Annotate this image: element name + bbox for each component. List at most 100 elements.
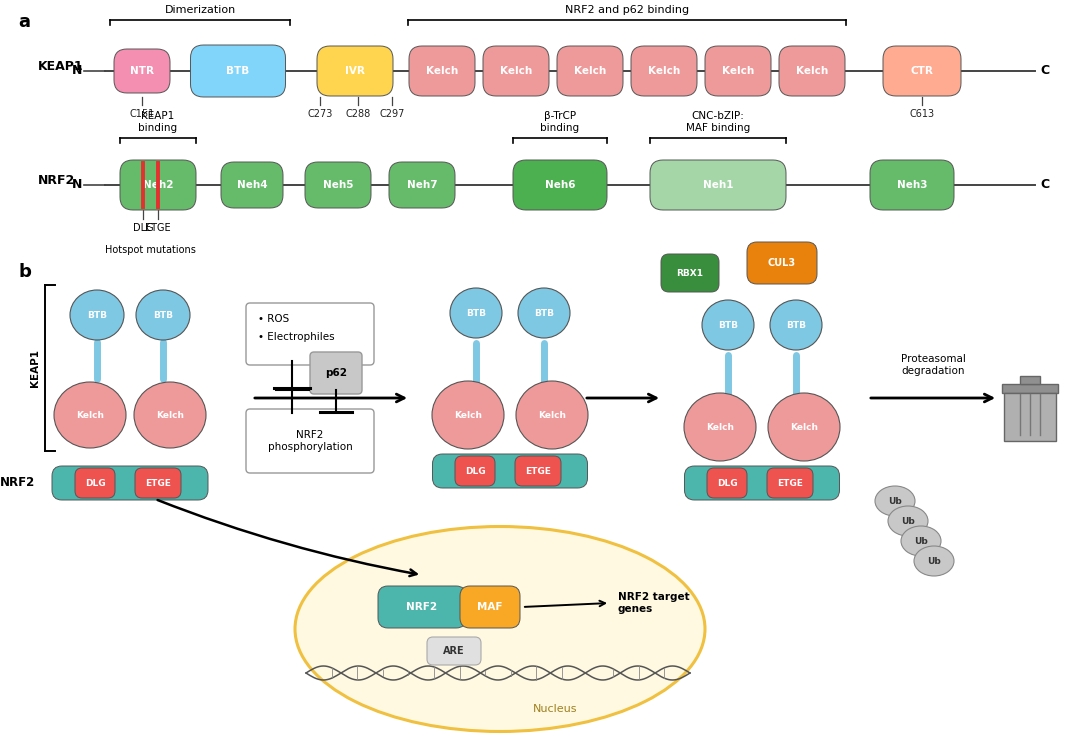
Text: Ub: Ub [901,516,915,525]
FancyBboxPatch shape [513,160,607,210]
Text: BTB: BTB [227,66,249,76]
Text: C297: C297 [379,109,405,119]
Text: CNC-bZIP:
MAF binding: CNC-bZIP: MAF binding [686,111,751,133]
Text: Kelch: Kelch [796,66,828,76]
FancyBboxPatch shape [870,160,954,210]
Ellipse shape [432,381,504,449]
FancyBboxPatch shape [455,456,495,486]
Ellipse shape [295,527,705,732]
Text: Kelch: Kelch [156,410,184,420]
FancyBboxPatch shape [221,162,283,208]
Text: a: a [18,13,30,31]
FancyBboxPatch shape [409,46,475,96]
Ellipse shape [901,526,941,556]
Text: MAF: MAF [477,602,503,612]
Text: BTB: BTB [153,311,173,319]
Text: C: C [1040,65,1049,77]
Ellipse shape [875,486,915,516]
Text: N: N [71,65,82,77]
Text: C613: C613 [909,109,934,119]
Ellipse shape [702,300,754,350]
Ellipse shape [450,288,502,338]
FancyBboxPatch shape [190,45,285,97]
FancyBboxPatch shape [75,468,114,498]
Ellipse shape [768,393,840,461]
FancyBboxPatch shape [310,352,362,394]
Text: β-TrCP
binding: β-TrCP binding [540,111,580,133]
Ellipse shape [914,546,954,576]
Text: Kelch: Kelch [426,66,458,76]
Text: DLG: DLG [84,478,106,487]
Text: Nucleus: Nucleus [532,704,577,714]
Text: Kelch: Kelch [648,66,680,76]
Text: BTB: BTB [718,320,738,329]
FancyBboxPatch shape [685,466,839,500]
FancyBboxPatch shape [747,242,816,284]
Text: BTB: BTB [786,320,806,329]
Text: NTR: NTR [130,66,154,76]
Text: • Electrophiles: • Electrophiles [258,332,335,342]
Text: b: b [18,263,31,281]
FancyBboxPatch shape [483,46,549,96]
Text: BTB: BTB [465,308,486,317]
FancyBboxPatch shape [114,49,170,93]
Ellipse shape [518,288,570,338]
Text: • ROS: • ROS [258,314,289,324]
Text: KEAP1: KEAP1 [30,349,40,387]
Text: ARE: ARE [443,646,464,656]
Text: Neh6: Neh6 [544,180,576,190]
Text: Neh4: Neh4 [237,180,268,190]
Text: p62: p62 [325,368,347,378]
Text: Kelch: Kelch [573,66,606,76]
Text: Ub: Ub [914,536,928,545]
Text: DLG: DLG [464,467,485,476]
FancyBboxPatch shape [305,162,372,208]
Text: NRF2 and p62 binding: NRF2 and p62 binding [565,5,689,15]
Ellipse shape [516,381,588,449]
Text: Neh7: Neh7 [407,180,437,190]
FancyBboxPatch shape [432,454,588,488]
Text: C151: C151 [130,109,154,119]
Text: Proteasomal
degradation: Proteasomal degradation [901,354,966,376]
Text: NRF2
phosphorylation: NRF2 phosphorylation [268,429,352,452]
FancyBboxPatch shape [779,46,845,96]
Text: ETGE: ETGE [145,223,171,233]
Text: N: N [71,178,82,192]
Text: RBX1: RBX1 [676,268,703,277]
Text: CUL3: CUL3 [768,258,796,268]
Text: Ub: Ub [927,557,941,565]
FancyBboxPatch shape [120,160,195,210]
Text: KEAP1
binding: KEAP1 binding [138,111,177,133]
Text: IVR: IVR [346,66,365,76]
Text: Kelch: Kelch [789,423,818,432]
Text: C273: C273 [308,109,333,119]
FancyBboxPatch shape [246,409,374,473]
Text: Kelch: Kelch [721,66,754,76]
Text: Dimerization: Dimerization [164,5,235,15]
Text: Neh2: Neh2 [143,180,173,190]
Text: NRF2 target
genes: NRF2 target genes [618,592,690,614]
Text: Ub: Ub [888,496,902,505]
Text: ETGE: ETGE [145,478,171,487]
FancyBboxPatch shape [52,466,208,500]
FancyBboxPatch shape [650,160,786,210]
Text: Kelch: Kelch [500,66,532,76]
FancyBboxPatch shape [378,586,465,628]
FancyBboxPatch shape [389,162,455,208]
Text: NRF2: NRF2 [406,602,437,612]
Text: BTB: BTB [534,308,554,317]
Text: ETGE: ETGE [525,467,551,476]
FancyBboxPatch shape [631,46,697,96]
Text: BTB: BTB [87,311,107,319]
FancyBboxPatch shape [705,46,771,96]
FancyBboxPatch shape [1020,376,1040,384]
Ellipse shape [70,290,124,340]
FancyBboxPatch shape [1002,384,1058,393]
Text: Kelch: Kelch [538,410,566,420]
Ellipse shape [684,393,756,461]
Text: CTR: CTR [910,66,933,76]
Text: Kelch: Kelch [76,410,104,420]
Text: KEAP1: KEAP1 [38,60,83,74]
Ellipse shape [54,382,126,448]
FancyBboxPatch shape [883,46,961,96]
